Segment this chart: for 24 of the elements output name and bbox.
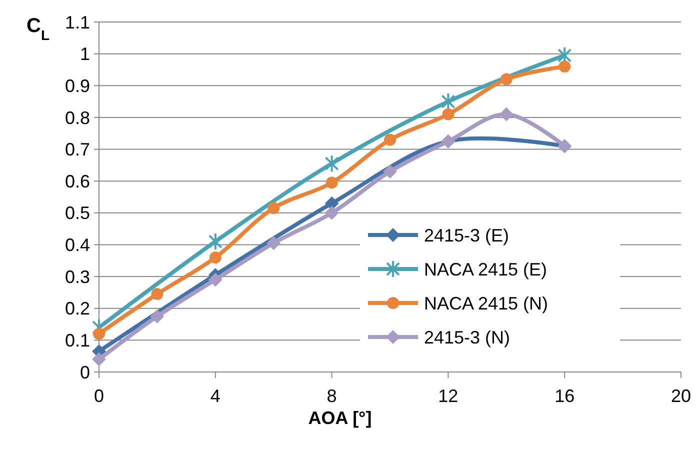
x-tick-label: 20	[670, 386, 692, 406]
y-tick-label: 1.1	[64, 12, 90, 32]
legend-label: 2415-3 (N)	[424, 327, 510, 348]
y-tick-label: 0.8	[64, 108, 90, 128]
y-tick-label: 0.2	[64, 298, 90, 319]
y-tick-label: 0.1	[64, 330, 90, 350]
y-tick-label: 0.7	[64, 140, 90, 160]
y-axis-title: C$_{L}$	[26, 15, 50, 43]
x-axis-title: AOA [°]	[308, 408, 372, 428]
y-tick-label: 0.5	[64, 203, 90, 224]
y-tick-label: 0.9	[64, 76, 90, 96]
y-tick-label: 0	[80, 362, 90, 382]
x-tick-label: 16	[554, 386, 575, 406]
x-tick-label: 8	[326, 386, 337, 406]
x-tick-label: 12	[438, 386, 458, 406]
y-tick-label: 1	[80, 44, 90, 64]
legend-label: NACA 2415 (E)	[424, 259, 548, 280]
legend-label: NACA 2415 (N)	[424, 293, 548, 314]
y-tick-label: 0.4	[64, 235, 90, 256]
legend-label: 2415-3 (E)	[424, 225, 510, 246]
y-tick-label: 0.6	[64, 171, 90, 192]
x-tick-label: 4	[210, 386, 220, 406]
x-tick-label: 0	[94, 386, 104, 406]
y-tick-label: 0.3	[64, 266, 90, 287]
